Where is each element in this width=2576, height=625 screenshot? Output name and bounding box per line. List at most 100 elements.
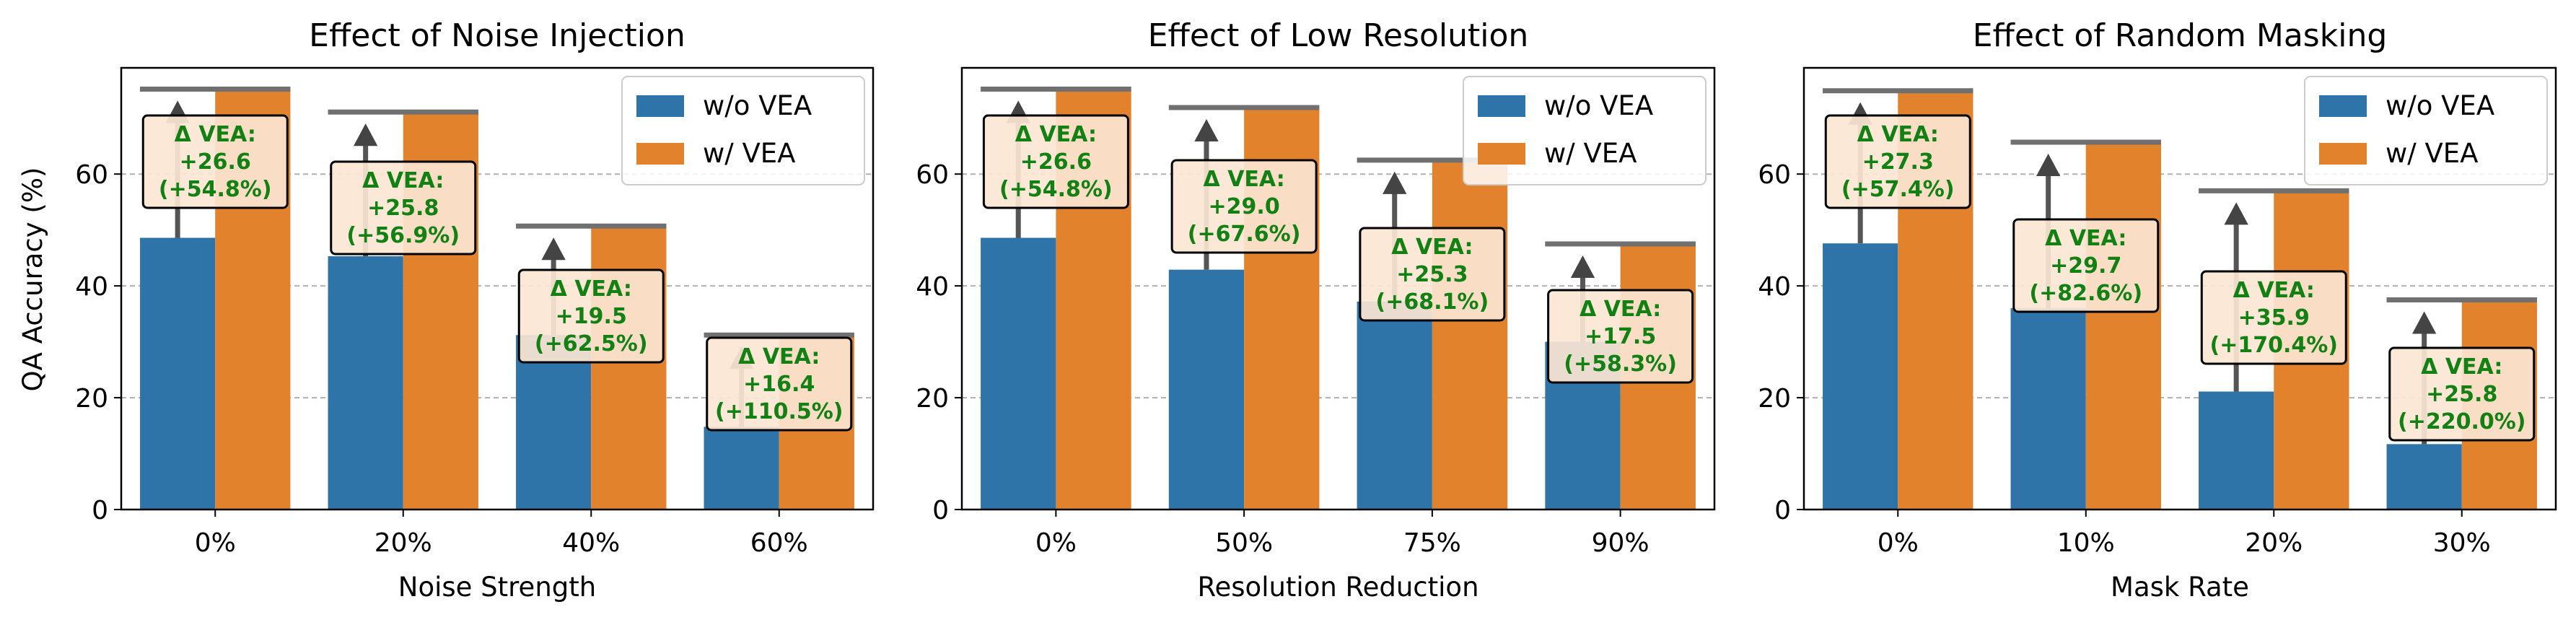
x-tick-label: 60% [750,528,808,558]
chart-title: Effect of Random Masking [1973,17,2388,54]
y-tick-label: 40 [1758,272,1791,302]
delta-annotation-text: (+54.8%) [159,177,272,202]
bar-without-vea [328,256,403,510]
x-tick-label: 0% [1878,528,1919,558]
arrow-head [1194,118,1219,142]
y-tick-label: 40 [75,272,108,302]
delta-annotation-text: (+62.5%) [535,331,648,357]
y-tick-label: 0 [1774,496,1791,525]
delta-annotation-text: (+170.4%) [2209,333,2338,358]
delta-annotation-text: +17.5 [1585,324,1656,349]
delta-annotation-box [2388,346,2536,442]
legend-label-without-vea: w/o VEA [703,90,812,121]
delta-annotation-text: +26.6 [180,149,251,175]
delta-annotation-text: Δ VEA: [2045,226,2126,251]
y-tick-label: 40 [916,272,949,302]
x-tick-label: 90% [1592,528,1650,558]
delta-annotation-text: +29.0 [1209,194,1280,219]
chart-title: Effect of Noise Injection [309,17,685,54]
delta-annotation-box [1547,289,1694,384]
bar-without-vea [1823,243,1898,510]
delta-annotation-text: +25.8 [367,196,439,221]
legend-swatch-with-vea [636,143,684,165]
delta-annotation-text: Δ VEA: [1857,122,1939,147]
delta-annotation-box [517,268,665,364]
delta-annotation-text: (+54.8%) [999,177,1113,202]
bar-without-vea [2199,391,2274,510]
bar-without-vea [981,237,1056,510]
delta-annotation-box [330,160,477,255]
delta-annotation-box [1170,159,1318,254]
arrow-head [353,123,378,147]
x-tick-label: 40% [562,528,620,558]
delta-annotation-box [1359,227,1506,322]
delta-annotation-text: Δ VEA: [1580,297,1661,322]
y-tick-label: 0 [932,496,949,525]
x-axis-label: Noise Strength [398,572,596,603]
bar-with-vea [1432,159,1508,510]
legend-label-without-vea: w/o VEA [2386,90,2494,121]
delta-annotation-text: (+220.0%) [2398,409,2526,434]
delta-annotation-text: (+82.6%) [2029,281,2142,306]
delta-annotation-text: Δ VEA: [362,168,444,193]
x-tick-label: 20% [374,528,432,558]
y-tick-label: 20 [916,384,949,414]
y-tick-label: 20 [75,384,108,414]
arrow-head [541,237,566,261]
delta-annotation-text: +25.3 [1396,262,1468,287]
arrow-head [2411,311,2437,334]
delta-annotation-text: (+58.3%) [1564,351,1677,377]
bar-without-vea [2386,444,2462,510]
delta-annotation-text: +25.8 [2426,382,2497,407]
delta-annotation-text: (+68.1%) [1376,289,1489,315]
arrow-head [1383,171,1407,194]
y-axis-label: QA Accuracy (%) [17,167,48,392]
legend-label-with-vea: w/ VEA [1544,138,1637,169]
legend-swatch-with-vea [1478,143,1525,165]
y-tick-label: 60 [916,160,949,190]
legend-label-with-vea: w/ VEA [2386,138,2479,169]
delta-annotation-text: +19.5 [556,304,627,329]
x-tick-label: 30% [2433,528,2491,558]
delta-annotation-box [982,114,1129,209]
y-tick-label: 0 [92,496,108,525]
delta-annotation-text: Δ VEA: [175,122,256,147]
arrow-head [2224,202,2248,225]
bar-without-vea [140,237,216,510]
delta-annotation-box [1824,114,1971,209]
legend-swatch-without-vea [1478,95,1525,117]
arrow-head [2036,153,2061,177]
delta-annotation-text: (+67.6%) [1188,222,1301,247]
bar-without-vea [704,427,779,510]
delta-annotation-text: (+57.4%) [1841,177,1955,202]
delta-annotation-box [141,114,289,209]
axes-frame [120,66,875,511]
x-tick-label: 75% [1403,528,1461,558]
delta-annotation-text: +29.7 [2050,253,2121,279]
axes-frame [960,66,1716,511]
delta-annotation-text: Δ VEA: [2421,354,2502,380]
y-tick-label: 60 [1758,160,1791,190]
axes-frame [1802,66,2557,511]
legend-swatch-without-vea [636,95,684,117]
bar-without-vea [1357,301,1432,510]
bar-without-vea [1168,269,1245,510]
delta-annotation-box [706,336,853,432]
legend-swatch-with-vea [2319,143,2367,165]
delta-annotation-text: +27.3 [1862,149,1934,175]
bar-without-vea [516,335,592,510]
delta-annotation-text: +26.6 [1020,149,1092,175]
delta-annotation-text: +35.9 [2238,305,2310,331]
x-axis-label: Mask Rate [2111,572,2249,603]
delta-annotation-box [2200,270,2347,365]
delta-annotation-text: +16.4 [743,372,815,397]
x-axis-label: Resolution Reduction [1197,572,1478,603]
x-tick-label: 0% [1035,528,1077,558]
x-tick-label: 20% [2245,528,2303,558]
bar-without-vea [2010,308,2086,510]
delta-annotation-box [2012,218,2160,313]
